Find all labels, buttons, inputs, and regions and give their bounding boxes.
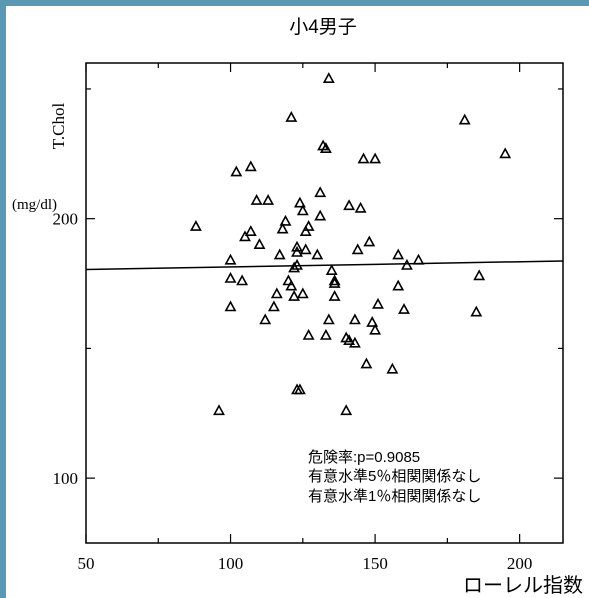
data-point — [230, 165, 243, 177]
data-point — [319, 142, 332, 153]
data-point — [259, 313, 272, 325]
annotation-box: 危険率:p=0.9085 有意水準5％相関関係なし 有意水準1％相関関係なし — [308, 449, 481, 505]
data-point — [369, 323, 382, 335]
data-point — [398, 303, 410, 314]
annotation-1pct: 有意水準1％相関関係なし — [308, 487, 481, 505]
data-point — [400, 258, 413, 270]
data-point — [189, 220, 202, 231]
data-point — [244, 160, 257, 172]
data-point — [328, 277, 341, 288]
data-point — [288, 290, 301, 301]
data-point — [343, 199, 356, 211]
data-point — [291, 245, 303, 257]
data-point — [363, 235, 376, 247]
x-tick-label: 200 — [507, 554, 533, 573]
data-points — [189, 72, 512, 416]
data-point — [267, 300, 280, 312]
data-point — [224, 253, 237, 265]
annotation-p-value: 危険率:p=0.9085 — [308, 449, 420, 466]
data-point — [366, 316, 379, 327]
data-point — [299, 243, 312, 255]
data-point — [213, 404, 225, 416]
data-point — [293, 383, 306, 395]
y-tick-labels: 100 200 — [53, 210, 79, 488]
data-point — [291, 240, 303, 252]
chart-title: 小4男子 — [289, 16, 357, 38]
data-point — [270, 287, 283, 299]
data-point — [236, 274, 249, 286]
data-point — [224, 271, 237, 283]
data-point — [244, 225, 257, 236]
data-point — [296, 204, 309, 216]
y-tick-label: 100 — [53, 469, 79, 488]
data-point — [392, 279, 405, 291]
x-tick-label: 50 — [78, 554, 95, 573]
data-point — [282, 274, 295, 286]
data-point — [250, 194, 263, 205]
data-point — [328, 274, 341, 286]
data-point — [262, 194, 275, 205]
data-point — [473, 269, 486, 281]
data-point — [293, 196, 306, 208]
data-point — [285, 111, 298, 122]
x-tick-label: 100 — [218, 554, 244, 573]
data-point — [343, 334, 356, 346]
y-axis-unit: (mg/dl) — [12, 197, 57, 213]
data-point — [357, 152, 370, 164]
data-point — [386, 362, 399, 374]
data-point — [372, 297, 384, 309]
data-point — [279, 214, 292, 226]
data-point — [299, 225, 312, 236]
data-point — [325, 264, 338, 276]
data-point — [253, 238, 266, 249]
chart-frame: 小4男子 50 100 150 200 100 200 T.Chol (mg/dl) ロ… — [6, 6, 589, 598]
data-point — [239, 230, 251, 242]
data-point — [322, 313, 335, 325]
x-tick-labels: 50 100 150 200 — [78, 554, 533, 573]
data-point — [328, 290, 341, 301]
data-point — [314, 209, 327, 221]
data-point — [288, 261, 301, 273]
data-point — [412, 253, 425, 265]
x-tick-label: 150 — [362, 554, 388, 573]
data-point — [392, 248, 405, 260]
regression-line — [85, 260, 564, 271]
data-point — [499, 147, 512, 159]
data-point — [302, 328, 315, 340]
data-point — [276, 222, 289, 234]
y-tick-label: 200 — [53, 210, 79, 229]
data-point — [360, 357, 373, 369]
data-point — [348, 336, 361, 348]
x-axis-label: ローレル指数 — [463, 574, 583, 597]
plot-area — [85, 62, 564, 544]
data-point — [322, 72, 335, 83]
data-point — [314, 186, 327, 198]
data-point — [273, 248, 286, 260]
data-point — [340, 404, 353, 416]
data-point — [311, 248, 324, 260]
data-point — [319, 328, 332, 340]
data-point — [458, 113, 471, 125]
data-point — [351, 243, 364, 255]
data-point — [302, 220, 315, 231]
axis-ticks — [85, 63, 563, 543]
data-point — [296, 287, 309, 299]
annotation-5pct: 有意水準5％相関関係なし — [308, 467, 481, 485]
scatter-chart: 小4男子 50 100 150 200 100 200 T.Chol (mg/dl) ロ… — [12, 16, 583, 597]
data-point — [354, 201, 367, 213]
data-point — [348, 313, 361, 325]
data-point — [291, 258, 303, 270]
data-point — [285, 279, 298, 291]
data-point — [470, 305, 483, 317]
data-point — [369, 152, 382, 164]
y-axis-label: T.Chol — [49, 103, 68, 150]
data-point — [224, 300, 237, 312]
